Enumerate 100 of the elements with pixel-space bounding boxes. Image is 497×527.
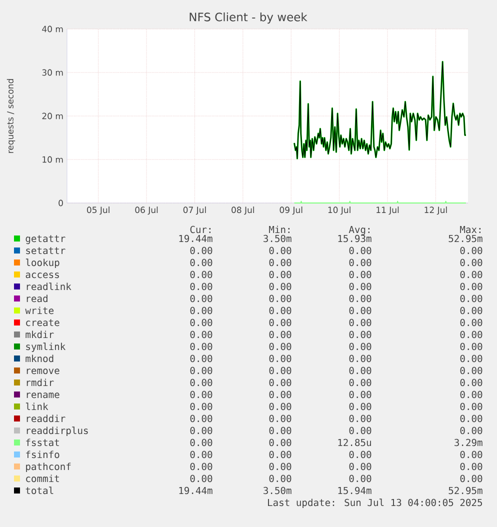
legend-label: readdir	[26, 414, 66, 422]
legend-label: lookup	[26, 258, 60, 268]
text: 0.00	[460, 462, 482, 470]
text: Min:	[269, 226, 290, 234]
text: 0.00	[190, 426, 212, 434]
text: 0.00	[269, 366, 292, 374]
text: 0.00	[460, 306, 482, 314]
text: 0.00	[269, 378, 292, 386]
text: 0.00	[190, 438, 212, 446]
legend-label: remove	[26, 368, 60, 374]
legend-label: readlink	[26, 282, 72, 290]
legend-label: mknod	[26, 354, 54, 362]
legend-label: symlink	[26, 342, 66, 352]
text: 0.00	[190, 258, 212, 266]
text: 0.00	[269, 426, 292, 434]
text: 0.00	[349, 282, 372, 290]
text: 0.00	[460, 354, 482, 362]
x-tick-label: 08 Jul	[232, 206, 254, 215]
legend-label: readdirplus	[26, 426, 88, 436]
text: 0.00	[460, 426, 482, 434]
y-tick-label: 20 m	[42, 112, 63, 120]
text: 0.00	[190, 462, 212, 470]
text: 0.00	[460, 366, 482, 374]
text: 0.00	[269, 330, 292, 338]
text: 0.00	[460, 342, 482, 350]
legend-label: create	[26, 319, 60, 326]
text: 0.00	[190, 306, 212, 314]
text: 0.00	[190, 282, 212, 290]
text: 0.00	[460, 294, 482, 302]
y-tick-label: 0	[58, 200, 63, 206]
text: 0.00	[269, 270, 292, 278]
legend-label: total	[26, 486, 54, 494]
legend-label: write	[25, 306, 54, 314]
legend-label: rmdir	[26, 378, 54, 386]
text: 0.00	[190, 246, 212, 254]
text: 0.00	[190, 330, 212, 338]
x-tick-label: 09 Jul	[280, 206, 302, 215]
text: 0.00	[269, 342, 292, 350]
text: 0.00	[349, 414, 372, 422]
text: 0.00	[269, 306, 292, 314]
text: 0.00	[190, 474, 212, 482]
text: 0.00	[460, 258, 482, 266]
text: 0.00	[190, 270, 212, 278]
legend-label: read	[26, 294, 48, 302]
text: 0.00	[349, 462, 372, 470]
text: 19.44m	[179, 234, 212, 242]
text: 0.00	[460, 318, 482, 326]
text: Avg:	[348, 226, 370, 236]
text: 0.00	[349, 246, 372, 254]
legend-label: rename	[26, 392, 60, 398]
text: 0.00	[349, 330, 372, 338]
text: 0.00	[460, 414, 482, 422]
chart-title: NFS Client - by week	[190, 12, 308, 24]
text: 0.00	[269, 414, 292, 422]
text: 0.00	[190, 450, 212, 458]
y-tick-label: 10 m	[42, 156, 63, 163]
text: 0.00	[269, 354, 292, 362]
x-tick-label: 05 Jul	[87, 206, 110, 215]
text: Max:	[460, 226, 480, 234]
text: 0.00	[269, 438, 292, 446]
text: 15.93m	[338, 234, 372, 242]
text: 0.00	[349, 306, 372, 314]
text: 0.00	[190, 294, 212, 302]
text: 0.00	[269, 402, 292, 410]
legend-label: mkdir	[26, 330, 54, 338]
legend-label: access	[26, 272, 59, 278]
text: 0.00	[349, 426, 372, 434]
text: 52.95m	[448, 486, 482, 494]
text: 52.95m	[448, 234, 482, 242]
text: 0.00	[349, 474, 372, 482]
text: 0.00	[349, 342, 372, 350]
text: 0.00	[269, 462, 292, 470]
text: 0.00	[349, 258, 372, 266]
x-tick-label: 11 Jul	[376, 206, 399, 215]
y-axis-title: requests / second	[6, 79, 16, 153]
text: 0.00	[269, 450, 292, 458]
text: 0.00	[269, 318, 292, 326]
text: 0.00	[190, 354, 212, 362]
text: 0.00	[460, 270, 482, 278]
text: 0.00	[190, 366, 212, 374]
text: 0.00	[269, 246, 292, 254]
text: 15.94m	[338, 486, 372, 494]
x-tick-label: 10 Jul	[328, 206, 350, 215]
legend-label: pathconf	[26, 462, 71, 472]
legend-label: setattr	[26, 247, 66, 254]
text: 0.00	[349, 450, 372, 458]
text: 0.00	[460, 246, 482, 254]
text: 0.00	[269, 282, 292, 290]
text: 0.00	[460, 282, 482, 290]
legend-label: link	[26, 402, 48, 410]
text: 3.50m	[264, 486, 292, 494]
text: 0.00	[190, 414, 212, 422]
text: 0.00	[190, 390, 212, 398]
text: 0.00	[460, 450, 482, 458]
x-tick-label: 07 Jul	[183, 206, 206, 215]
text: 0.00	[190, 378, 212, 386]
legend-label: getattr	[26, 235, 66, 244]
text: 0.00	[269, 474, 292, 482]
text: 0.00	[190, 402, 212, 410]
text: Last update: Sun Jul 13 04:00:05 2025	[268, 498, 482, 508]
